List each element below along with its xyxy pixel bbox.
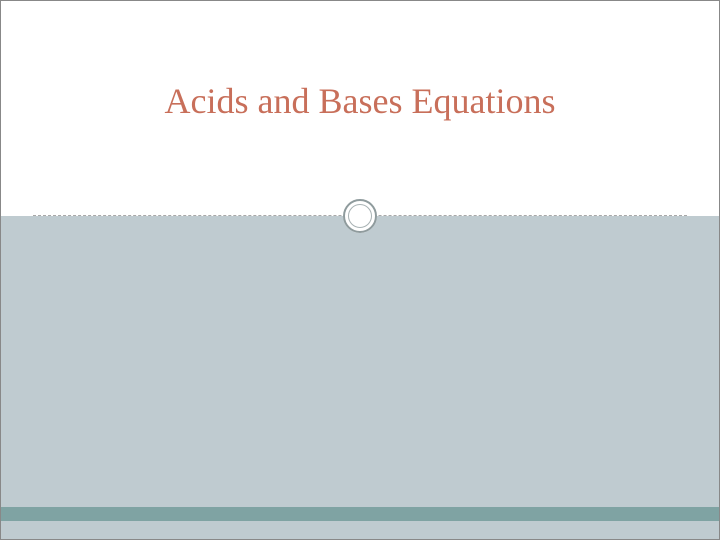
bottom-section xyxy=(1,216,719,539)
top-section: Acids and Bases Equations xyxy=(1,1,719,216)
slide-title: Acids and Bases Equations xyxy=(165,80,556,137)
circle-ornament xyxy=(343,199,377,233)
circle-inner-ring xyxy=(348,204,372,228)
circle-outer-ring xyxy=(343,199,377,233)
accent-bar xyxy=(1,507,719,521)
slide-container: Acids and Bases Equations xyxy=(0,0,720,540)
